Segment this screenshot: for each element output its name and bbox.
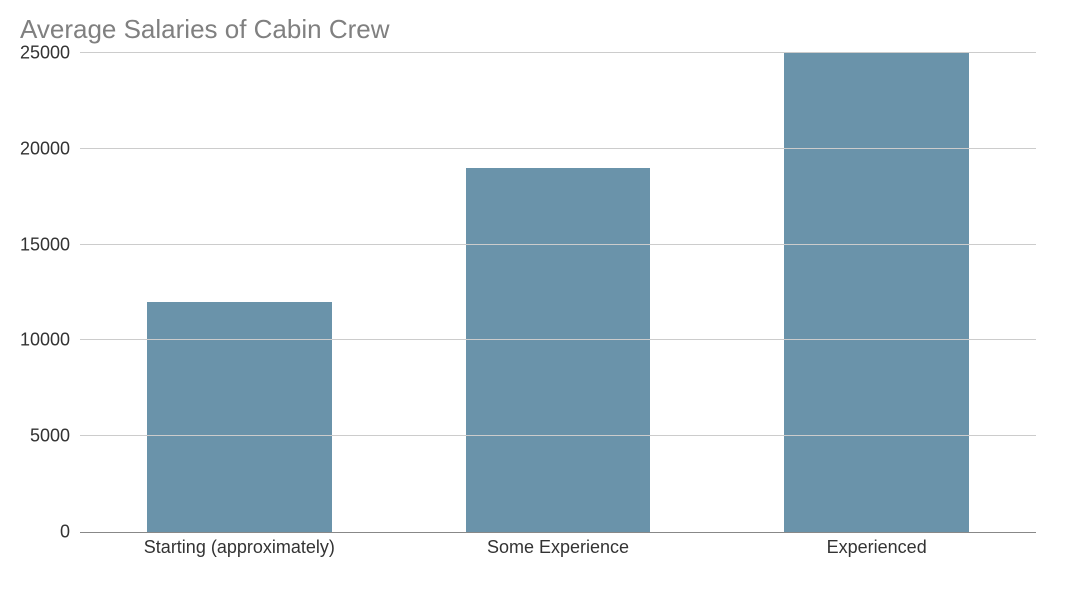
gridline	[80, 244, 1036, 245]
y-tick-label: 5000	[30, 426, 80, 447]
x-axis-labels: Starting (approximately)Some ExperienceE…	[80, 533, 1036, 563]
bar	[466, 168, 651, 532]
gridline	[80, 148, 1036, 149]
y-tick-label: 20000	[20, 138, 80, 159]
y-tick-label: 25000	[20, 43, 80, 64]
bar-slot	[717, 53, 1036, 532]
salary-chart: Average Salaries of Cabin Crew 050001000…	[0, 0, 1066, 600]
y-tick-label: 0	[60, 522, 80, 543]
bar-slot	[399, 53, 718, 532]
x-tick-label: Some Experience	[399, 533, 718, 563]
bars-layer	[80, 53, 1036, 532]
gridline	[80, 52, 1036, 53]
y-tick-label: 10000	[20, 330, 80, 351]
gridline	[80, 435, 1036, 436]
bar	[784, 53, 969, 532]
gridline	[80, 339, 1036, 340]
grid-area: 0500010000150002000025000	[80, 53, 1036, 533]
chart-title: Average Salaries of Cabin Crew	[10, 10, 1046, 53]
plot-area: 0500010000150002000025000 Starting (appr…	[80, 53, 1036, 563]
bar-slot	[80, 53, 399, 532]
x-tick-label: Starting (approximately)	[80, 533, 399, 563]
y-tick-label: 15000	[20, 234, 80, 255]
x-tick-label: Experienced	[717, 533, 1036, 563]
bar	[147, 302, 332, 532]
